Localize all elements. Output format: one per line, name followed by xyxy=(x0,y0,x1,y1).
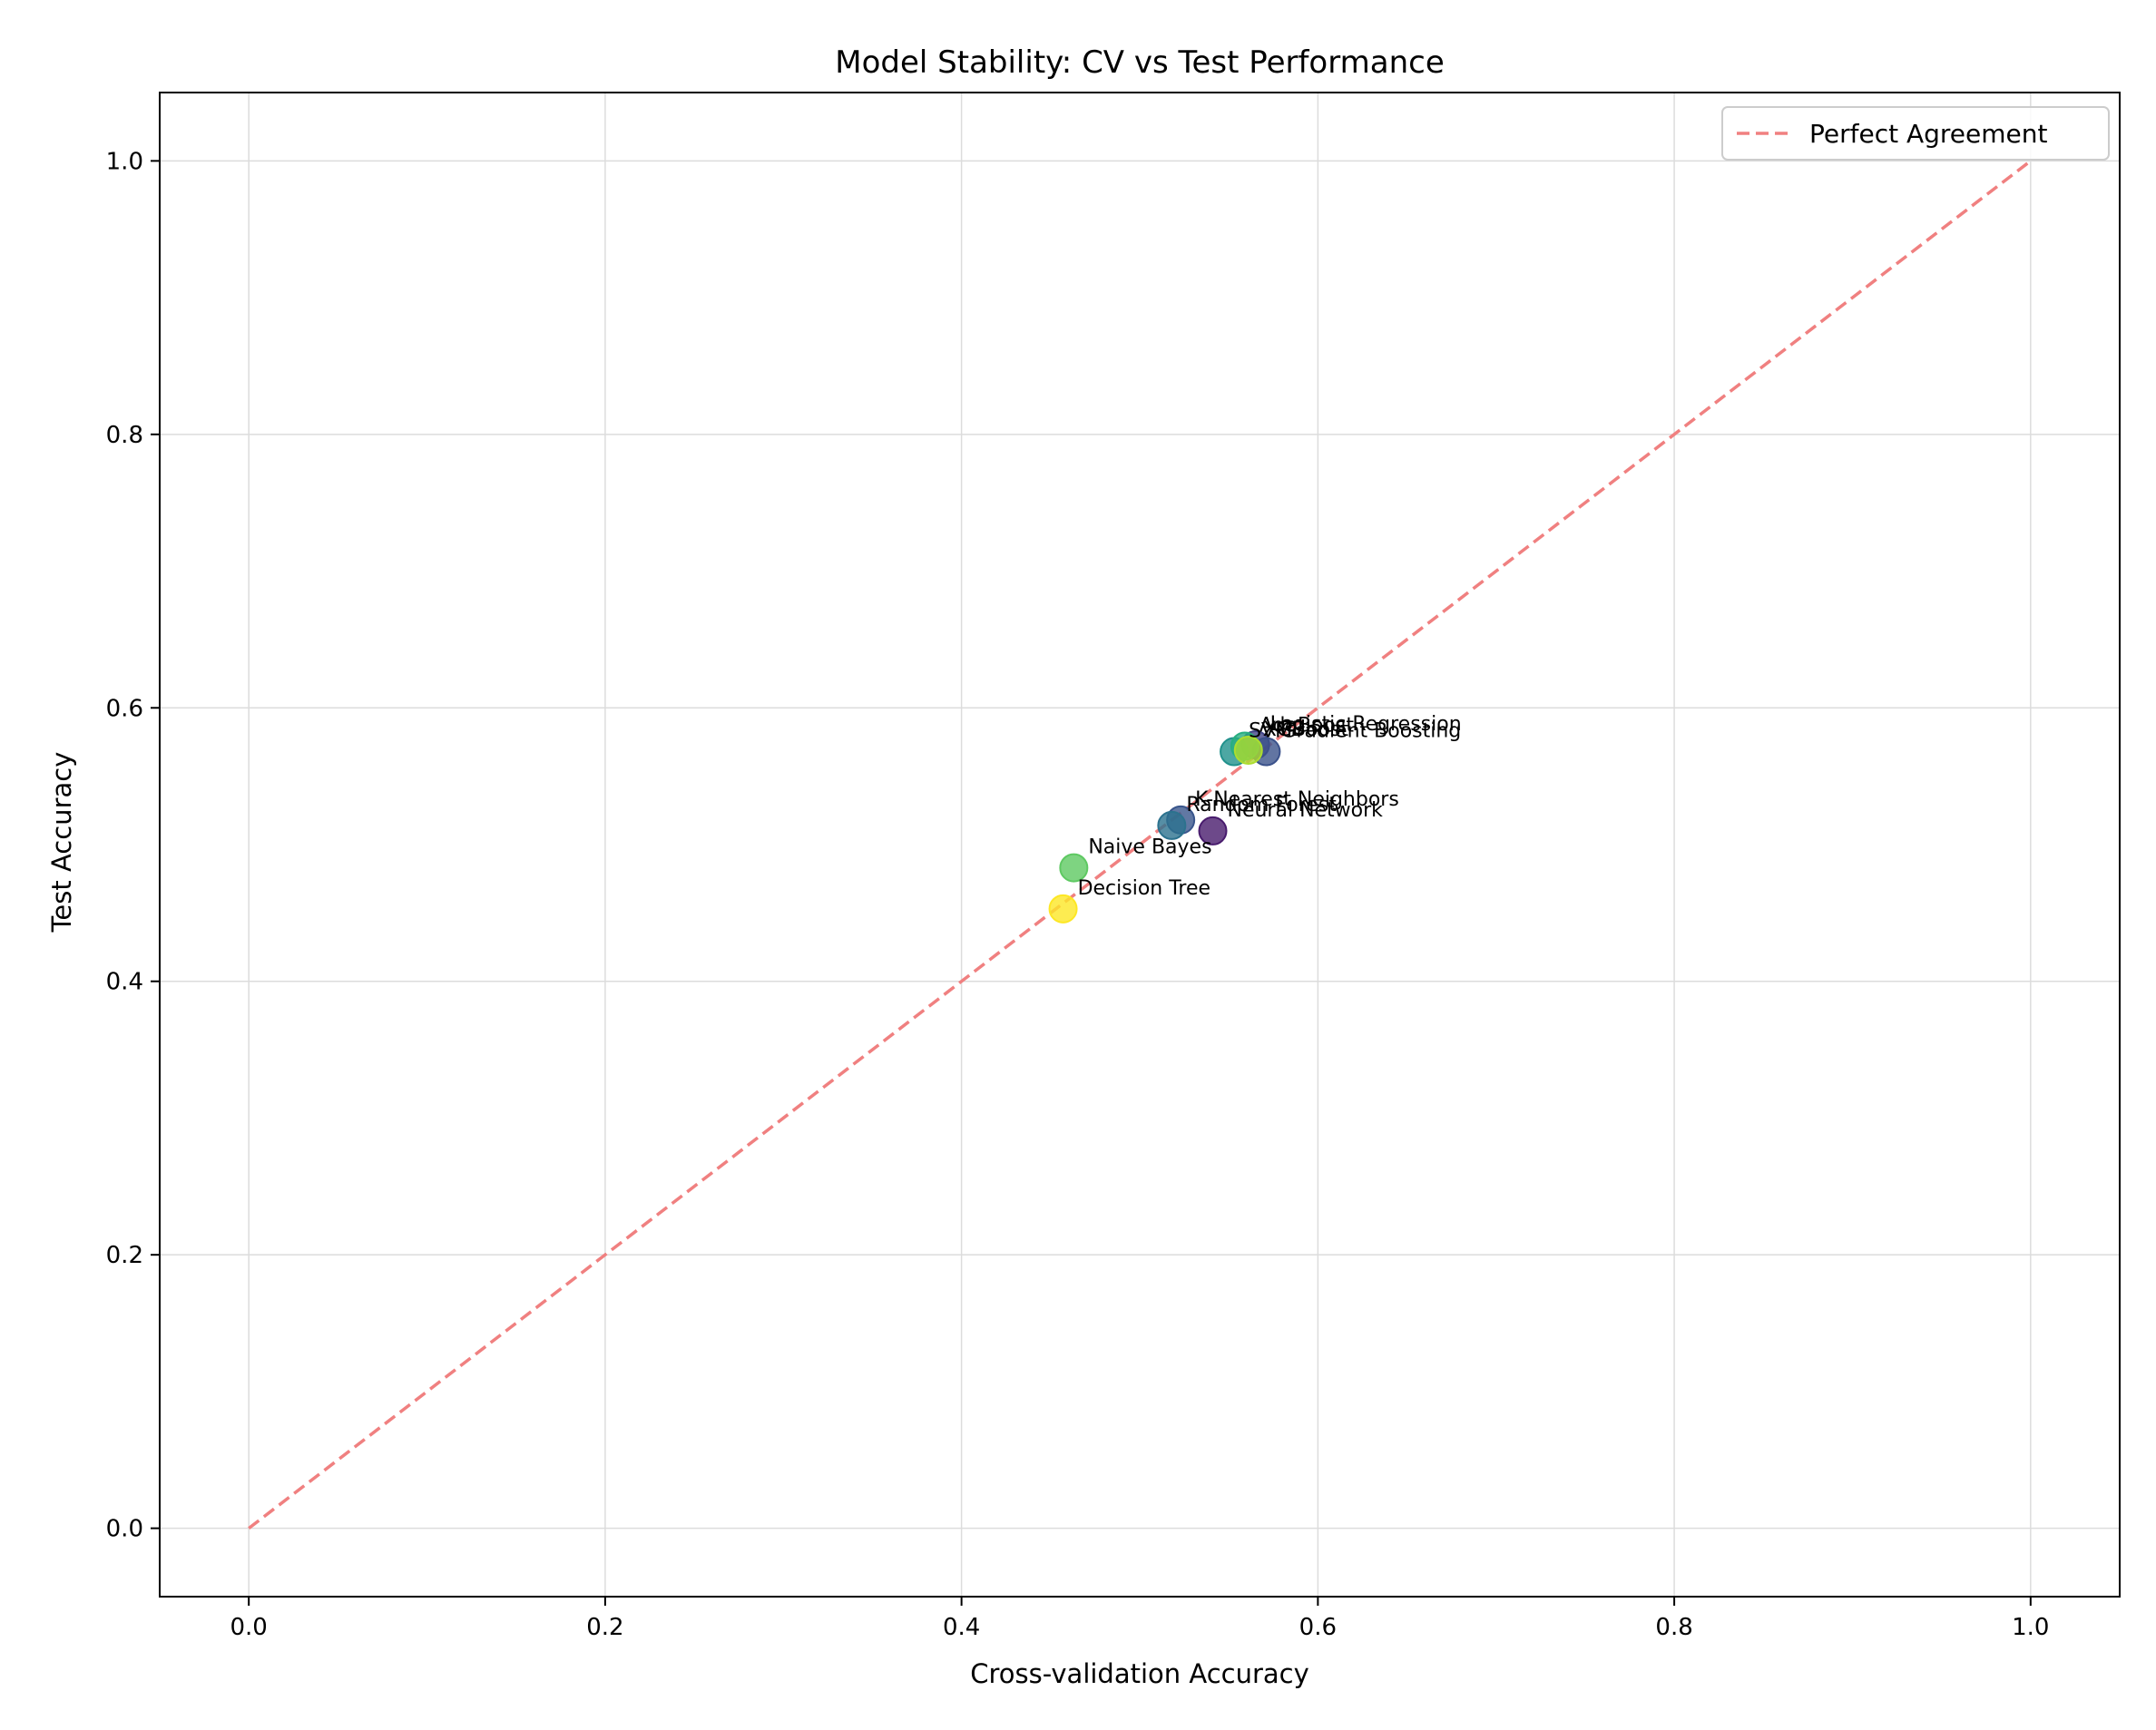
y-axis-ticks: 0.0 0.2 0.4 0.6 0.8 1.0 xyxy=(106,148,160,1543)
y-tick-label: 0.4 xyxy=(106,969,143,996)
point-label: XGBoost xyxy=(1263,718,1349,741)
legend-box xyxy=(1721,106,2110,161)
chart-title: Model Stability: CV vs Test Performance xyxy=(835,44,1444,81)
data-point xyxy=(1233,735,1263,765)
data-point xyxy=(1048,894,1078,924)
y-tick-label: 0.2 xyxy=(106,1242,143,1269)
plot-frame xyxy=(159,92,2121,1598)
data-point xyxy=(1198,816,1228,845)
grid-lines xyxy=(160,93,2120,1597)
legend: Perfect Agreement xyxy=(1721,106,2110,161)
x-tick-label: 0.0 xyxy=(230,1614,268,1641)
data-points xyxy=(1048,729,1281,924)
x-tick-label: 0.4 xyxy=(943,1614,980,1641)
point-label: Naive Bayes xyxy=(1088,836,1211,859)
reference-line xyxy=(248,159,2032,1530)
data-point xyxy=(1059,853,1089,883)
x-tick-label: 0.8 xyxy=(1655,1614,1692,1641)
point-label: SVM xyxy=(1249,720,1292,743)
y-tick-label: 0.0 xyxy=(106,1516,143,1543)
x-tick-label: 0.2 xyxy=(586,1614,623,1641)
y-tick-label: 0.8 xyxy=(106,422,143,449)
y-axis-label: Test Accuracy xyxy=(46,752,77,933)
y-tick-label: 0.6 xyxy=(106,695,143,722)
point-labels: Neural Network Logistic Regression K-Neare… xyxy=(1078,713,1462,900)
x-tick-label: 1.0 xyxy=(2012,1614,2049,1641)
point-label: Logistic Regression xyxy=(1270,713,1462,736)
point-label: Neural Network xyxy=(1228,799,1384,822)
point-label: K-Nearest Neighbors xyxy=(1195,788,1399,811)
perfect-agreement-line xyxy=(248,159,2032,1530)
y-tick-label: 1.0 xyxy=(106,148,143,175)
data-point xyxy=(1157,810,1187,840)
x-tick-label: 0.6 xyxy=(1299,1614,1337,1641)
legend-entry-label: Perfect Agreement xyxy=(1809,119,2048,149)
point-label: Gradient Boosting xyxy=(1280,720,1461,743)
point-label: Random Forest xyxy=(1186,794,1337,816)
point-label: Decision Tree xyxy=(1078,877,1211,900)
x-axis-ticks: 0.0 0.2 0.4 0.6 0.8 1.0 xyxy=(230,1597,2049,1641)
x-axis-label: Cross-validation Accuracy xyxy=(970,1658,1309,1689)
point-label: AdaBoost xyxy=(1259,714,1355,737)
